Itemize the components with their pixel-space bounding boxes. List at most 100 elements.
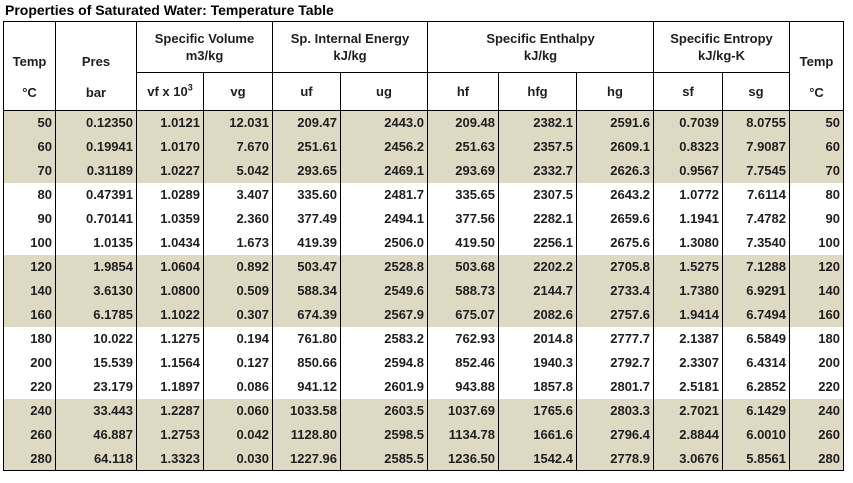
cell-ug: 2601.9 [340,374,428,399]
cell-temp: 260 [3,422,56,447]
col-header-vf: vf x 103 [136,71,204,112]
cell-hg: 2675.6 [576,230,654,255]
cell-hfg: 2202.2 [498,254,577,279]
cell-temp: 90 [3,206,56,231]
cell-ug: 2481.7 [340,182,428,207]
cell-vf: 1.1022 [136,302,204,327]
cell-temp-right: 260 [789,422,844,447]
col-header-uf: uf [272,71,341,112]
cell-temp-right: 220 [789,374,844,399]
cell-vg: 0.086 [203,374,273,399]
cell-hfg: 1940.3 [498,350,577,375]
cell-sg: 6.1429 [722,398,790,423]
cell-vg: 0.060 [203,398,273,423]
cell-sf: 2.5181 [653,374,723,399]
cell-vg: 3.407 [203,182,273,207]
cell-sf: 2.3307 [653,350,723,375]
cell-pres: 0.70141 [55,206,137,231]
cell-pres: 1.9854 [55,254,137,279]
cell-vg: 1.673 [203,230,273,255]
cell-sf: 3.0676 [653,446,723,471]
cell-vf: 1.0434 [136,230,204,255]
col-label: sg [748,83,764,99]
cell-hg: 2803.3 [576,398,654,423]
table-row: 50 0.12350 1.0121 12.031 209.47 2443.0 209.48 2… [3,110,844,135]
col-label: hg [607,83,623,99]
table-row: 100 1.0135 1.0434 1.673 419.39 2506.0 419.50 22… [3,230,844,255]
cell-temp-right: 60 [789,134,844,159]
cell-vg: 5.042 [203,158,273,183]
cell-sg: 6.2852 [722,374,790,399]
cell-vf: 1.0170 [136,134,204,159]
cell-temp: 240 [3,398,56,423]
cell-sg: 7.9087 [722,134,790,159]
col-header-sg: sg [722,71,790,112]
col-header-hg: hg [576,71,654,112]
col-label-sup: 3 [187,82,193,93]
cell-sf: 2.7021 [653,398,723,423]
cell-pres: 0.19941 [55,134,137,159]
cell-uf: 209.47 [272,110,341,135]
cell-vf: 1.0800 [136,278,204,303]
cell-hfg: 2144.7 [498,278,577,303]
cell-uf: 674.39 [272,302,341,327]
cell-hfg: 2282.1 [498,206,577,231]
cell-sf: 1.0772 [653,182,723,207]
cell-sg: 6.4314 [722,350,790,375]
cell-hfg: 2014.8 [498,326,577,351]
cell-hfg: 2382.1 [498,110,577,135]
cell-vf: 1.0121 [136,110,204,135]
temp-label: Temp [799,54,834,69]
cell-sf: 1.7380 [653,278,723,303]
cell-hf: 293.69 [427,158,499,183]
col-header-hfg: hfg [498,71,577,112]
cell-vf: 1.3323 [136,446,204,471]
temp-unit: °C [809,84,824,100]
table-row: 200 15.539 1.1564 0.127 850.66 2594.8 852.46 19… [3,350,844,375]
cell-temp-right: 100 [789,230,844,255]
col-header-sf: sf [653,71,723,112]
cell-hf: 852.46 [427,350,499,375]
cell-sg: 6.7494 [722,302,790,327]
cell-pres: 33.443 [55,398,137,423]
cell-hg: 2796.4 [576,422,654,447]
cell-sg: 7.6114 [722,182,790,207]
cell-vf: 1.0227 [136,158,204,183]
cell-hf: 588.73 [427,278,499,303]
cell-temp-right: 80 [789,182,844,207]
col-header-ug: ug [340,71,428,112]
cell-sf: 1.3080 [653,230,723,255]
col-header-temp-left: Temp °C [3,21,56,111]
cell-ug: 2506.0 [340,230,428,255]
cell-ug: 2528.8 [340,254,428,279]
cell-sg: 7.3540 [722,230,790,255]
cell-uf: 850.66 [272,350,341,375]
cell-hfg: 1542.4 [498,446,577,471]
page-title: Properties of Saturated Water: Temperatu… [5,2,334,18]
cell-ug: 2456.2 [340,134,428,159]
cell-hfg: 1765.6 [498,398,577,423]
cell-hf: 419.50 [427,230,499,255]
col-label: hfg [527,83,548,99]
cell-sf: 2.1387 [653,326,723,351]
cell-temp: 80 [3,182,56,207]
cell-vg: 0.042 [203,422,273,447]
cell-hfg: 2082.6 [498,302,577,327]
cell-pres: 64.118 [55,446,137,471]
cell-pres: 46.887 [55,422,137,447]
cell-sg: 6.5849 [722,326,790,351]
table-body: 50 0.12350 1.0121 12.031 209.47 2443.0 209.48 2… [3,110,844,471]
cell-pres: 0.12350 [55,110,137,135]
temp-unit: °C [22,84,37,100]
cell-hg: 2757.6 [576,302,654,327]
cell-ug: 2567.9 [340,302,428,327]
cell-ug: 2443.0 [340,110,428,135]
cell-hfg: 1661.6 [498,422,577,447]
cell-hf: 762.93 [427,326,499,351]
cell-sf: 0.7039 [653,110,723,135]
group-title: Specific Enthalpy [486,30,595,46]
cell-uf: 419.39 [272,230,341,255]
cell-temp-right: 280 [789,446,844,471]
cell-uf: 1128.80 [272,422,341,447]
cell-temp: 160 [3,302,56,327]
